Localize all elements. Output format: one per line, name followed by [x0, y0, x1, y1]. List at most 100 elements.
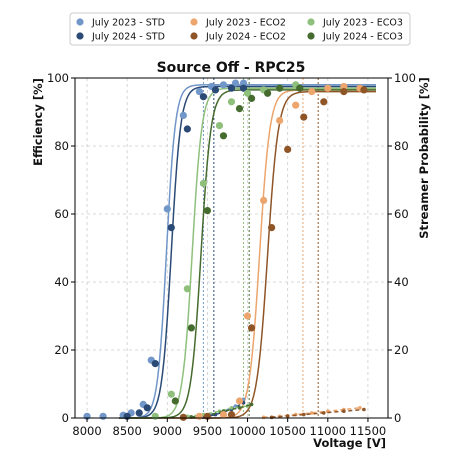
legend-marker: [76, 18, 84, 26]
data-point: [151, 360, 159, 368]
data-point: [195, 88, 203, 96]
data-point: [195, 412, 203, 420]
x-tick-label: 10000: [229, 424, 266, 438]
streamer-point: [229, 406, 234, 410]
data-point: [227, 84, 236, 92]
legend-marker: [307, 18, 315, 26]
streamer-point: [237, 406, 242, 410]
streamer-point: [358, 406, 362, 410]
data-point: [167, 224, 175, 232]
data-point: [135, 409, 143, 417]
y2-axis-label: Streamer Probability [%]: [417, 77, 431, 239]
x-axis-label: Voltage [V]: [313, 436, 386, 450]
data-point: [227, 98, 236, 106]
y2-tick-label: 20: [394, 343, 409, 357]
data-point: [203, 207, 212, 215]
data-point: [227, 411, 236, 419]
x-tick-label: 9500: [193, 424, 222, 438]
x-axis-ticks: 8000 8500 9000 9500 10000 10500 11000 11500: [72, 418, 386, 438]
data-point: [260, 196, 268, 204]
plot-frame: [74, 77, 389, 419]
data-point: [143, 404, 151, 412]
streamer-point: [321, 411, 326, 415]
grid: [75, 77, 388, 419]
streamer-curve: [203, 402, 244, 418]
data-point: [163, 205, 171, 213]
data-point: [296, 84, 304, 92]
y2-tick-label: 60: [394, 207, 409, 221]
data-point: [340, 82, 348, 91]
data-point: [276, 116, 284, 125]
streamer-point: [309, 411, 314, 415]
streamer-point: [269, 415, 274, 420]
data-point: [239, 79, 248, 87]
data-point: [179, 111, 187, 119]
data-point: [264, 89, 272, 97]
legend-label: July 2023 - ECO3: [322, 18, 403, 29]
fit-curve: [119, 85, 376, 419]
data-point: [235, 397, 244, 405]
data-point: [276, 84, 284, 92]
data-point: [215, 122, 224, 130]
data-point: [211, 86, 220, 94]
legend: July 2023 - STD July 2024 - STD July 2023 …: [69, 12, 411, 46]
x-tick-label: 8000: [72, 424, 101, 438]
data-point: [183, 285, 191, 293]
legend-label: July 2023 - ECO2: [205, 18, 286, 29]
data-point: [284, 145, 292, 153]
streamer-curve: [271, 408, 364, 419]
data-point: [199, 93, 208, 101]
data-point: [179, 413, 187, 421]
streamer-point: [261, 415, 266, 420]
legend-label: July 2023 - STD: [91, 18, 165, 29]
data-point: [268, 224, 276, 232]
data-point: [219, 132, 228, 140]
data-point: [239, 84, 248, 92]
y2-tick-label: 0: [394, 411, 401, 425]
y-tick-label: 80: [54, 139, 69, 153]
data-point: [99, 412, 107, 420]
y-tick-label: 20: [54, 343, 69, 357]
streamer-point: [301, 412, 306, 417]
data-point: [235, 105, 244, 113]
streamer-point: [249, 402, 254, 407]
legend-marker: [190, 32, 198, 40]
x-tick-label: 10500: [269, 424, 306, 438]
streamer-point: [342, 409, 346, 414]
data-point: [171, 397, 179, 405]
x-tick-label: 11500: [350, 424, 387, 438]
data-point: [300, 113, 308, 121]
chart-title: Source Off - RPC25: [157, 60, 306, 76]
fit-curve: [119, 84, 376, 419]
data-point: [199, 179, 208, 187]
y2-axis-ticks: 0 20 40 60 80 100: [388, 71, 416, 425]
data-point: [324, 84, 332, 92]
legend-label: July 2024 - STD: [91, 32, 165, 43]
data-point: [340, 88, 348, 96]
legend-marker: [190, 18, 198, 26]
x-tick-label: 11000: [310, 424, 347, 438]
data-point: [308, 88, 316, 96]
y-axis-ticks: 0 20 40 60 80 100: [47, 71, 75, 425]
data-point: [360, 86, 368, 94]
data-point: [219, 81, 228, 89]
y-tick-label: 0: [62, 411, 69, 425]
streamer-point: [285, 414, 290, 418]
data-point: [187, 324, 195, 332]
legend-label: July 2024 - ECO2: [205, 32, 286, 43]
y2-tick-label: 40: [394, 275, 409, 289]
data-points: [83, 79, 368, 421]
y2-tick-label: 80: [394, 139, 409, 153]
data-point: [247, 324, 256, 332]
data-point: [219, 411, 228, 419]
y-tick-label: 60: [54, 207, 69, 221]
data-point: [247, 94, 256, 102]
data-point: [243, 89, 252, 97]
y2-tick-label: 100: [394, 71, 416, 85]
data-point: [183, 125, 191, 133]
data-point: [243, 312, 252, 320]
streamer-curves: [185, 397, 366, 420]
x-tick-label: 9000: [153, 424, 182, 438]
data-point: [292, 101, 300, 109]
